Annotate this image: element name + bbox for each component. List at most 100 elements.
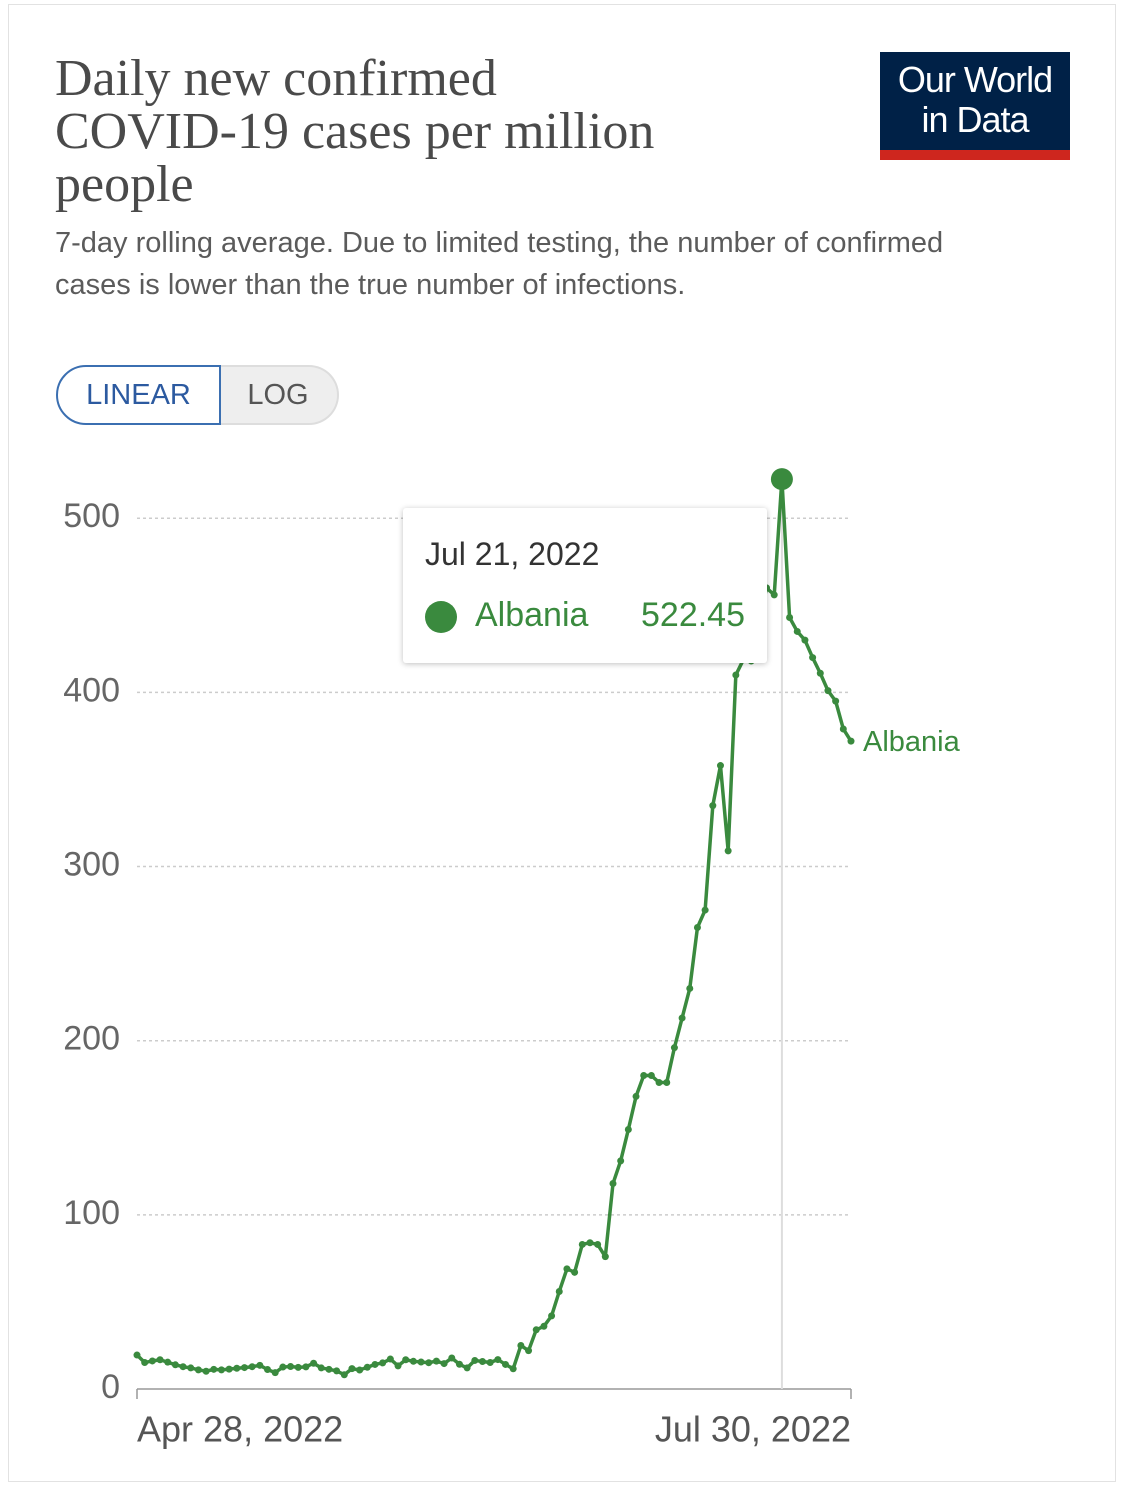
logo[interactable]: Our World in Data (880, 52, 1070, 160)
point (287, 1363, 295, 1371)
point (156, 1356, 164, 1364)
point (824, 687, 832, 695)
point (386, 1355, 394, 1363)
point (348, 1365, 356, 1373)
point (478, 1357, 486, 1365)
point (356, 1366, 364, 1374)
point (517, 1341, 525, 1349)
point (532, 1326, 540, 1334)
point (448, 1354, 456, 1362)
point (540, 1322, 548, 1330)
logo-line: in Data (921, 99, 1029, 140)
point (271, 1369, 279, 1377)
point (210, 1365, 218, 1373)
point (133, 1351, 141, 1359)
point (525, 1347, 533, 1355)
tooltip: Jul 21, 2022 Albania 522.45 (403, 508, 767, 663)
point (809, 654, 817, 662)
point (732, 671, 740, 679)
point (624, 1126, 632, 1134)
point (302, 1363, 310, 1371)
point (310, 1359, 318, 1367)
point (164, 1358, 172, 1366)
point (632, 1092, 640, 1100)
point (594, 1240, 602, 1248)
point (563, 1265, 571, 1273)
point (601, 1253, 609, 1261)
point (502, 1360, 510, 1368)
point (240, 1364, 248, 1372)
chart-title: Daily new confirmed COVID-19 cases per m… (55, 50, 655, 213)
point (716, 762, 724, 770)
point (425, 1359, 433, 1367)
scale-button[interactable]: LINEAR (56, 365, 221, 425)
scale-button[interactable]: LOG (219, 365, 339, 425)
point (225, 1365, 233, 1373)
point (640, 1072, 648, 1080)
point (847, 737, 855, 745)
point (217, 1366, 225, 1374)
point (379, 1359, 387, 1367)
chart-subtitle: 7-day rolling average. Due to limited te… (55, 227, 944, 301)
point (509, 1365, 517, 1373)
point (409, 1357, 417, 1365)
point (279, 1363, 287, 1371)
y-tick-label: 100 (63, 1194, 120, 1232)
y-tick-label: 300 (63, 846, 120, 884)
point (578, 1240, 586, 1248)
point (678, 1014, 686, 1022)
series-label: Albania (863, 726, 961, 758)
point (816, 669, 824, 677)
point (801, 636, 809, 644)
tooltip-date: Jul 21, 2022 (425, 536, 600, 572)
point (786, 614, 794, 622)
point (141, 1359, 149, 1367)
y-tick-label: 500 (63, 497, 120, 535)
point (340, 1371, 348, 1379)
point (793, 627, 801, 635)
point (494, 1356, 502, 1364)
card (8, 4, 1116, 1482)
point (770, 591, 778, 599)
point (248, 1363, 256, 1371)
point (770, 468, 793, 491)
point (471, 1356, 479, 1364)
y-tick-label: 400 (63, 671, 120, 709)
point (417, 1358, 425, 1366)
point (463, 1364, 471, 1372)
point (333, 1367, 341, 1375)
point (394, 1362, 402, 1370)
point (701, 906, 709, 914)
point (440, 1360, 448, 1368)
point (670, 1044, 678, 1052)
y-tick-label: 0 (101, 1368, 120, 1406)
point (663, 1078, 671, 1086)
point (586, 1239, 594, 1247)
tooltip-swatch (425, 601, 457, 633)
point (402, 1356, 410, 1364)
point (363, 1363, 371, 1371)
point (709, 802, 717, 810)
y-tick-label: 200 (63, 1020, 120, 1058)
point (617, 1157, 625, 1165)
line (135, 477, 853, 1377)
point (555, 1287, 563, 1295)
point (171, 1361, 179, 1369)
point (571, 1268, 579, 1276)
point (455, 1360, 463, 1368)
point (179, 1363, 187, 1371)
point (647, 1072, 655, 1080)
point (839, 725, 847, 733)
point (256, 1361, 264, 1369)
point (686, 984, 694, 992)
point (325, 1365, 333, 1373)
x-tick-label: Jul 30, 2022 (655, 1409, 851, 1450)
x-tick-label: Apr 28, 2022 (137, 1409, 343, 1450)
point (148, 1357, 156, 1365)
point (609, 1180, 617, 1188)
point (832, 697, 840, 705)
point (548, 1312, 556, 1320)
point (486, 1359, 494, 1367)
point (233, 1364, 241, 1372)
point (264, 1365, 272, 1373)
